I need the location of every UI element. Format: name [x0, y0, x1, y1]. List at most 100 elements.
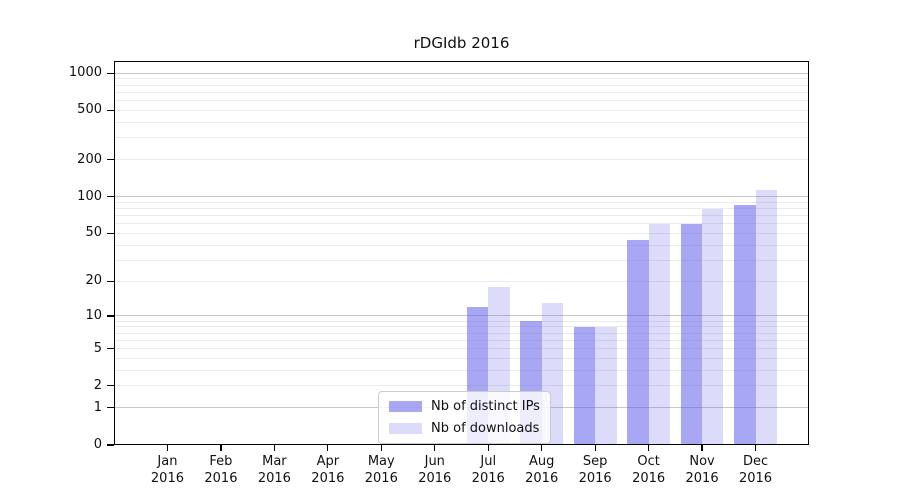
y-tick — [107, 72, 114, 74]
chart-title: rDGIdb 2016 — [413, 34, 510, 52]
x-tick-year: 2016 — [204, 471, 238, 486]
legend-swatch-distinct-ips — [389, 401, 422, 412]
y-tick-label: 10 — [85, 307, 102, 323]
y-tick-label: 1 — [93, 399, 102, 415]
x-tick-year: 2016 — [578, 471, 612, 486]
x-tick-label: Dec 2016 — [716, 453, 796, 487]
gridline-minor — [114, 320, 809, 322]
x-tick — [380, 445, 382, 451]
x-tick-year: 2016 — [632, 471, 666, 486]
x-tick-month: Feb — [209, 454, 233, 469]
x-tick-month: Dec — [742, 454, 769, 469]
x-tick-year: 2016 — [257, 471, 291, 486]
x-tick-month: Sep — [582, 454, 608, 469]
legend-row-distinct-ips: Nb of distinct IPs — [389, 397, 540, 416]
y-tick-label: 200 — [77, 151, 102, 167]
y-tick-label: 1000 — [68, 65, 102, 81]
legend-label-downloads: Nb of downloads — [431, 421, 540, 436]
y-tick — [107, 444, 114, 446]
gridline-minor — [114, 208, 809, 210]
y-tick-label: 0 — [93, 437, 102, 452]
y-tick — [107, 315, 114, 317]
bar-downloads-nov — [702, 208, 724, 445]
gridline-minor — [114, 137, 809, 139]
x-tick-year: 2016 — [150, 471, 184, 486]
x-tick-month: Nov — [689, 454, 715, 469]
gridline-minor — [114, 339, 809, 341]
legend-row-downloads: Nb of downloads — [389, 419, 540, 438]
x-tick-label: Feb 2016 — [181, 453, 261, 487]
bar-distinct-ips-nov — [680, 223, 703, 445]
gridline-minor — [114, 91, 809, 93]
gridline-major — [114, 72, 809, 74]
gridline-minor — [114, 280, 809, 282]
legend-swatch-downloads — [389, 423, 422, 434]
x-tick — [541, 445, 543, 451]
x-tick-year: 2016 — [471, 471, 505, 486]
gridline-minor — [114, 332, 809, 334]
gridline-major — [114, 196, 809, 198]
gridline-major — [114, 315, 809, 317]
x-tick-label: Apr 2016 — [288, 453, 368, 487]
x-tick-label: Jun 2016 — [395, 453, 475, 487]
y-tick-label: 50 — [85, 225, 102, 241]
x-tick-month: Jul — [480, 454, 497, 469]
x-tick-month: May — [367, 454, 395, 469]
x-tick-label: Mar 2016 — [234, 453, 314, 487]
gridline-minor — [114, 326, 809, 328]
x-tick-label: Oct 2016 — [609, 453, 689, 487]
legend-label-distinct-ips: Nb of distinct IPs — [431, 399, 540, 414]
gridline-minor — [114, 121, 809, 123]
gridline-minor — [114, 232, 809, 234]
x-tick-label: Nov 2016 — [662, 453, 742, 487]
x-tick-month: Apr — [316, 454, 340, 469]
x-tick-year: 2016 — [685, 471, 719, 486]
x-tick — [166, 445, 169, 451]
x-tick — [594, 445, 596, 451]
gridline-minor — [114, 100, 809, 102]
gridline-minor — [114, 348, 809, 350]
bar-distinct-ips-oct — [627, 240, 649, 445]
x-tick — [754, 445, 757, 451]
y-tick-label: 500 — [77, 102, 102, 118]
plot-area — [114, 61, 809, 445]
y-tick — [107, 347, 114, 350]
y-tick — [107, 280, 114, 282]
x-tick-year: 2016 — [364, 471, 398, 486]
bar-downloads-dec — [755, 190, 777, 445]
x-tick-label: Jan 2016 — [127, 453, 207, 487]
x-tick-month: Mar — [262, 454, 287, 469]
gridline-minor — [114, 244, 809, 246]
x-tick — [701, 445, 703, 451]
gridline-minor — [114, 357, 809, 359]
x-tick-label: May 2016 — [341, 453, 421, 487]
x-tick-month: Jan — [157, 454, 178, 469]
y-tick-label: 2 — [93, 377, 102, 393]
x-tick-year: 2016 — [525, 471, 559, 486]
gridline-minor — [114, 78, 809, 80]
y-tick — [107, 109, 114, 112]
legend: Nb of distinct IPs Nb of downloads — [378, 391, 551, 444]
gridline-minor — [114, 159, 809, 161]
x-tick-label: Sep 2016 — [555, 453, 635, 487]
gridline-minor — [114, 223, 809, 225]
gridline-minor — [114, 369, 809, 371]
y-tick — [107, 407, 114, 409]
gridline-minor — [114, 259, 809, 261]
x-tick — [648, 445, 650, 451]
x-tick — [434, 445, 436, 451]
x-tick-label: Jul 2016 — [448, 453, 528, 487]
y-tick-label: 5 — [93, 340, 102, 356]
x-tick-year: 2016 — [418, 471, 452, 486]
x-tick-label: Aug 2016 — [502, 453, 582, 487]
x-tick-month: Aug — [528, 454, 555, 469]
y-tick — [107, 196, 114, 198]
x-tick-month: Oct — [637, 454, 660, 469]
y-tick — [107, 159, 114, 161]
bar-distinct-ips-dec — [734, 205, 756, 445]
gridline-minor — [114, 84, 809, 86]
bar-distinct-ips-sep — [573, 326, 596, 445]
x-tick-year: 2016 — [311, 471, 345, 486]
gridline-minor — [114, 215, 809, 217]
